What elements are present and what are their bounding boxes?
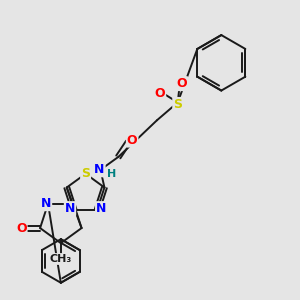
Text: O: O — [16, 222, 27, 235]
Text: O: O — [127, 134, 137, 147]
Text: H: H — [107, 169, 116, 179]
Text: CH₃: CH₃ — [50, 254, 72, 264]
Text: S: S — [81, 167, 90, 180]
Text: N: N — [96, 202, 106, 215]
Text: N: N — [94, 163, 105, 176]
Text: N: N — [65, 202, 75, 215]
Text: S: S — [173, 98, 182, 111]
Text: O: O — [176, 77, 187, 90]
Text: O: O — [154, 87, 165, 100]
Text: N: N — [41, 197, 51, 210]
